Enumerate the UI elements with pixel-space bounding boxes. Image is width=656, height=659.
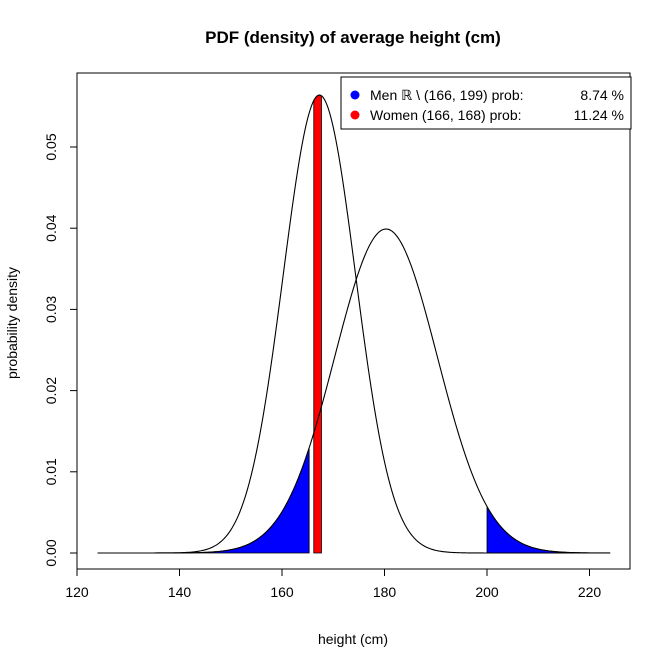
plot-frame	[76, 72, 631, 570]
y-axis-label: probability density	[4, 267, 20, 379]
x-axis: 120 140 160 180 200 220	[65, 568, 602, 600]
legend-label-1: Women (166, 168) prob:	[370, 107, 522, 123]
shaded-region-2	[313, 94, 322, 554]
legend-box	[340, 76, 632, 130]
x-axis-label: height (cm)	[318, 631, 388, 647]
legend-marker-1	[350, 110, 360, 120]
y-tick-label: 0.05	[43, 133, 59, 160]
shaded-regions	[97, 94, 611, 554]
x-tick-label: 140	[168, 584, 192, 600]
density-curves	[97, 94, 611, 554]
legend-label-0: Men ℝ \ (166, 199) prob:	[370, 87, 524, 103]
x-tick-label: 120	[65, 584, 89, 600]
y-tick-label: 0.04	[43, 214, 59, 241]
legend: Men ℝ \ (166, 199) prob: 8.74 % Women (166…	[340, 76, 632, 130]
y-tick-label: 0.03	[43, 296, 59, 323]
y-tick-label: 0.00	[43, 539, 59, 566]
legend-value-0: 8.74 %	[580, 87, 624, 103]
y-tick-label: 0.02	[43, 377, 59, 404]
chart-title: PDF (density) of average height (cm)	[205, 28, 501, 47]
x-tick-label: 200	[475, 584, 499, 600]
density-curve-1	[97, 228, 611, 554]
plot-area	[76, 72, 631, 570]
shaded-region-1	[486, 504, 611, 554]
shaded-region-0	[97, 447, 310, 554]
y-tick-label: 0.01	[43, 458, 59, 485]
x-tick-label: 220	[578, 584, 602, 600]
legend-marker-0	[350, 90, 360, 100]
legend-value-1: 11.24 %	[574, 107, 624, 123]
y-axis: 0.00 0.01 0.02 0.03 0.04 0.05	[43, 133, 78, 567]
x-tick-label: 180	[373, 584, 397, 600]
density-curve-0	[97, 94, 610, 554]
x-tick-label: 160	[270, 584, 294, 600]
